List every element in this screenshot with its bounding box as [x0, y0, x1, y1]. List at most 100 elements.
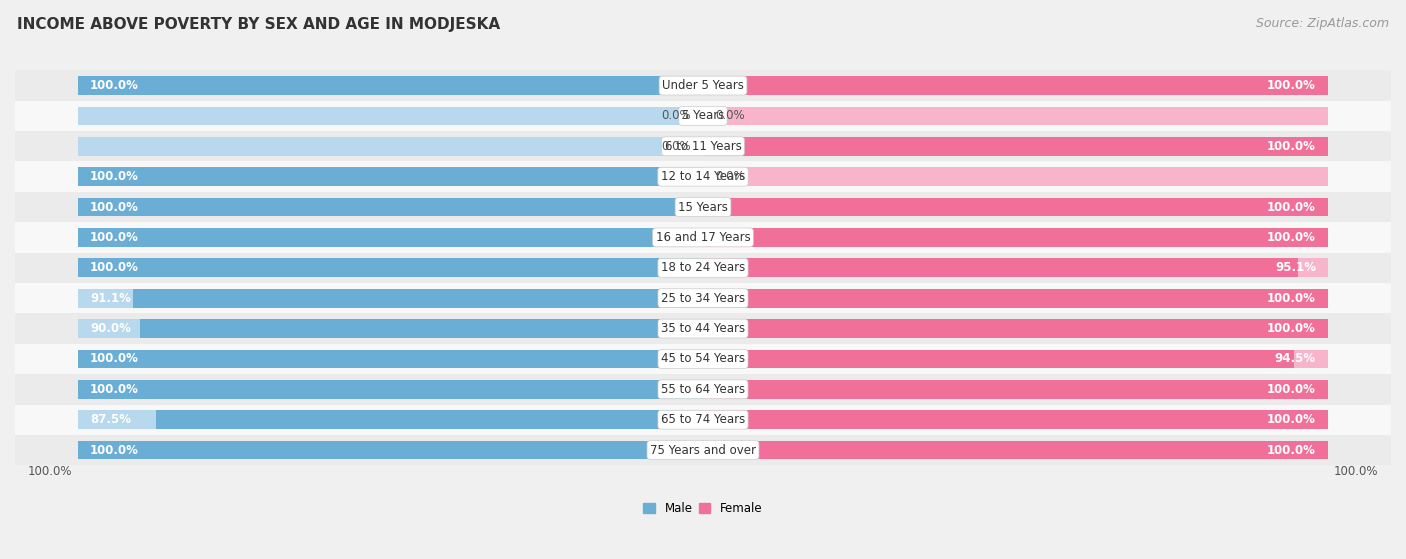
Text: 91.1%: 91.1%	[90, 292, 131, 305]
Bar	[703, 319, 1329, 338]
Text: 100.0%: 100.0%	[28, 466, 72, 479]
Text: INCOME ABOVE POVERTY BY SEX AND AGE IN MODJESKA: INCOME ABOVE POVERTY BY SEX AND AGE IN M…	[17, 17, 501, 32]
Text: 100.0%: 100.0%	[90, 352, 139, 366]
Bar	[141, 319, 703, 338]
Bar	[15, 101, 1391, 131]
Text: 100.0%: 100.0%	[1267, 292, 1316, 305]
Bar	[703, 258, 1298, 277]
Bar	[77, 167, 703, 186]
Text: 90.0%: 90.0%	[90, 322, 131, 335]
Text: 100.0%: 100.0%	[1267, 79, 1316, 92]
Text: 6 to 11 Years: 6 to 11 Years	[665, 140, 741, 153]
Bar	[703, 76, 1329, 95]
Text: 65 to 74 Years: 65 to 74 Years	[661, 413, 745, 426]
Bar	[77, 137, 703, 156]
Bar	[77, 107, 703, 125]
Text: 100.0%: 100.0%	[90, 383, 139, 396]
Text: 100.0%: 100.0%	[1267, 140, 1316, 153]
Bar	[703, 76, 1329, 95]
Bar	[703, 349, 1294, 368]
Text: 35 to 44 Years: 35 to 44 Years	[661, 322, 745, 335]
Bar	[77, 440, 703, 459]
Bar	[703, 289, 1329, 307]
Bar	[703, 349, 1329, 368]
Text: 100.0%: 100.0%	[1267, 231, 1316, 244]
Bar	[15, 344, 1391, 374]
Text: 0.0%: 0.0%	[661, 140, 690, 153]
Text: 18 to 24 Years: 18 to 24 Years	[661, 261, 745, 274]
Bar	[15, 222, 1391, 253]
Text: 0.0%: 0.0%	[661, 110, 690, 122]
Bar	[15, 162, 1391, 192]
Bar	[15, 283, 1391, 314]
Text: 95.1%: 95.1%	[1275, 261, 1316, 274]
Text: 100.0%: 100.0%	[1267, 413, 1316, 426]
Text: 100.0%: 100.0%	[90, 261, 139, 274]
Bar	[703, 198, 1329, 216]
Bar	[703, 137, 1329, 156]
Bar	[15, 192, 1391, 222]
Bar	[703, 380, 1329, 399]
Text: 100.0%: 100.0%	[1334, 466, 1378, 479]
Bar	[77, 380, 703, 399]
Text: 100.0%: 100.0%	[90, 231, 139, 244]
Bar	[77, 349, 703, 368]
Text: 45 to 54 Years: 45 to 54 Years	[661, 352, 745, 366]
Text: 12 to 14 Years: 12 to 14 Years	[661, 170, 745, 183]
Bar	[703, 198, 1329, 216]
Text: 5 Years: 5 Years	[682, 110, 724, 122]
Text: 94.5%: 94.5%	[1275, 352, 1316, 366]
Bar	[703, 319, 1329, 338]
Text: 100.0%: 100.0%	[90, 79, 139, 92]
Bar	[703, 228, 1329, 247]
Text: 87.5%: 87.5%	[90, 413, 131, 426]
Text: 25 to 34 Years: 25 to 34 Years	[661, 292, 745, 305]
Text: 100.0%: 100.0%	[1267, 322, 1316, 335]
Text: 0.0%: 0.0%	[716, 170, 745, 183]
Bar	[703, 289, 1329, 307]
Bar	[77, 319, 703, 338]
Bar	[703, 107, 1329, 125]
Bar	[15, 314, 1391, 344]
Bar	[703, 410, 1329, 429]
Text: 100.0%: 100.0%	[90, 444, 139, 457]
Bar	[703, 440, 1329, 459]
Bar	[703, 258, 1329, 277]
Bar	[77, 167, 703, 186]
Text: 16 and 17 Years: 16 and 17 Years	[655, 231, 751, 244]
Text: 75 Years and over: 75 Years and over	[650, 444, 756, 457]
Bar	[156, 410, 703, 429]
Bar	[15, 131, 1391, 162]
Bar	[77, 198, 703, 216]
Legend: Male, Female: Male, Female	[638, 498, 768, 520]
Bar	[15, 405, 1391, 435]
Text: 100.0%: 100.0%	[90, 201, 139, 214]
Bar	[77, 349, 703, 368]
Bar	[703, 228, 1329, 247]
Bar	[77, 380, 703, 399]
Bar	[703, 137, 1329, 156]
Bar	[77, 198, 703, 216]
Text: 55 to 64 Years: 55 to 64 Years	[661, 383, 745, 396]
Bar	[77, 258, 703, 277]
Bar	[15, 253, 1391, 283]
Bar	[77, 440, 703, 459]
Bar	[15, 435, 1391, 465]
Bar	[77, 76, 703, 95]
Bar	[77, 410, 703, 429]
Bar	[134, 289, 703, 307]
Bar	[703, 410, 1329, 429]
Bar	[15, 70, 1391, 101]
Bar	[77, 258, 703, 277]
Bar	[703, 167, 1329, 186]
Bar	[77, 228, 703, 247]
Text: Under 5 Years: Under 5 Years	[662, 79, 744, 92]
Text: Source: ZipAtlas.com: Source: ZipAtlas.com	[1256, 17, 1389, 30]
Text: 100.0%: 100.0%	[1267, 383, 1316, 396]
Bar	[77, 76, 703, 95]
Text: 100.0%: 100.0%	[90, 170, 139, 183]
Bar	[15, 374, 1391, 405]
Text: 100.0%: 100.0%	[1267, 201, 1316, 214]
Text: 15 Years: 15 Years	[678, 201, 728, 214]
Text: 0.0%: 0.0%	[716, 110, 745, 122]
